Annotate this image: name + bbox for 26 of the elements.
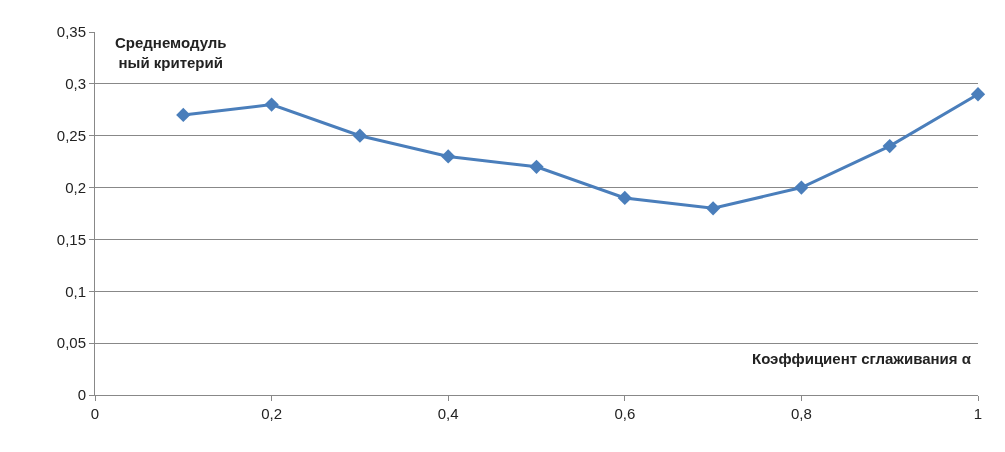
x-tick-label: 0,2 bbox=[261, 405, 283, 422]
x-tick-label: 0,6 bbox=[614, 405, 636, 422]
point bbox=[529, 159, 544, 174]
y-tick-label: 0,15 bbox=[56, 230, 86, 248]
y-tick-label: 0,05 bbox=[56, 334, 86, 352]
x-tick-label: 1 bbox=[973, 405, 983, 422]
y-tick-label: 0,2 bbox=[65, 178, 86, 196]
y-tick-label: 0,35 bbox=[56, 23, 86, 41]
point bbox=[617, 190, 632, 206]
point bbox=[352, 128, 368, 143]
x-tick-label: 0,4 bbox=[437, 405, 459, 422]
x-axis-title: Коэффициент сглаживания α bbox=[752, 350, 972, 367]
y-tick-label: 0 bbox=[77, 386, 86, 404]
point bbox=[264, 97, 279, 112]
point bbox=[441, 149, 456, 164]
point bbox=[970, 87, 986, 102]
point bbox=[882, 138, 897, 154]
x-tick-label: 0 bbox=[90, 405, 100, 422]
x-tick-label: 0,8 bbox=[790, 405, 812, 422]
point bbox=[176, 107, 191, 123]
point bbox=[705, 201, 721, 216]
y-tick-label: 0,1 bbox=[65, 282, 86, 300]
point bbox=[794, 180, 809, 195]
y-axis-title: Среднемодуль ный критерий bbox=[115, 34, 227, 71]
y-tick-label: 0,25 bbox=[56, 126, 86, 144]
y-tick-label: 0,3 bbox=[65, 75, 86, 93]
